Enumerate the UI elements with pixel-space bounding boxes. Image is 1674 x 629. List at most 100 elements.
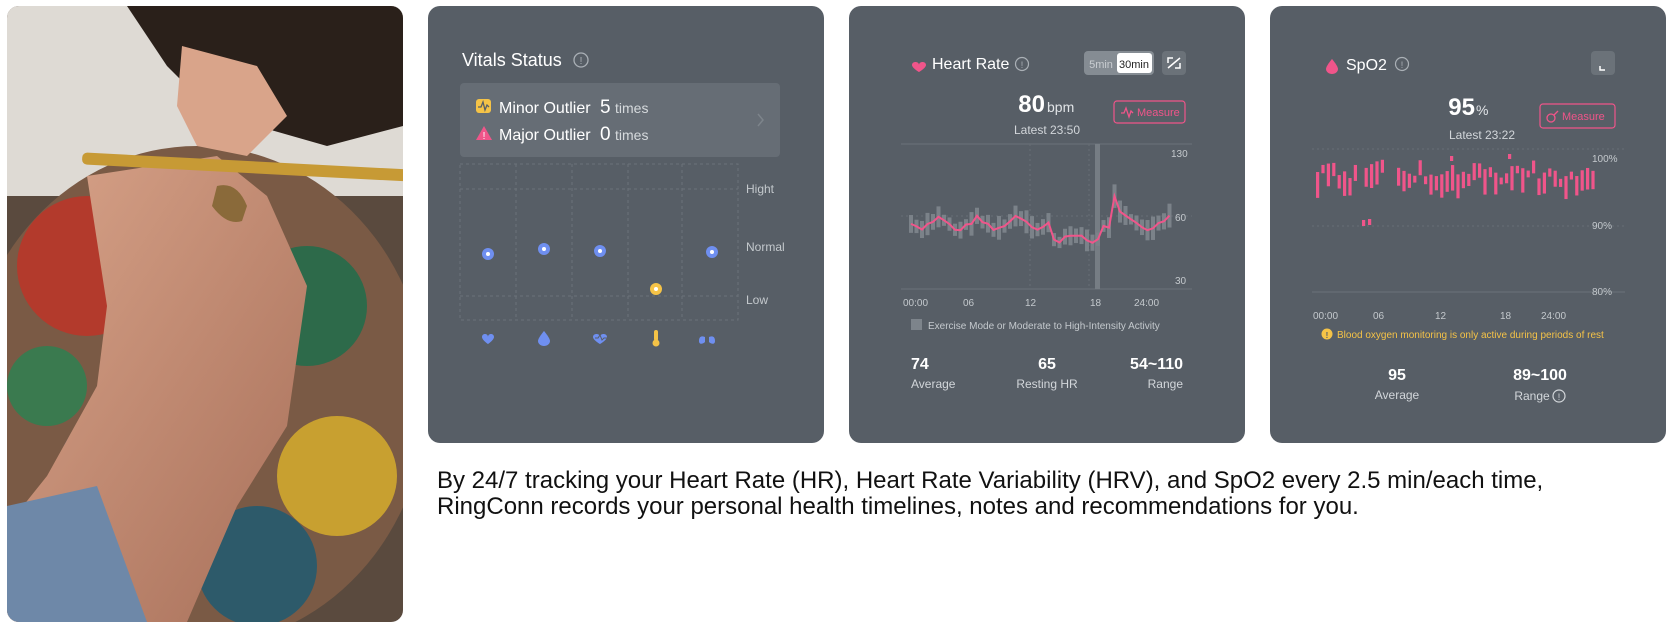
hr-x-tick: 12	[1025, 298, 1037, 309]
oxygen-icon	[1546, 110, 1559, 123]
hr-x-tick: 06	[963, 298, 975, 309]
svg-text:!: !	[1021, 60, 1024, 70]
major-outlier-label: Major Outlier	[499, 127, 591, 144]
spo2-notice: Blood oxygen monitoring is only active d…	[1337, 330, 1604, 341]
pulse-icon	[1121, 106, 1134, 120]
resting-hr-label: Resting HR	[1016, 377, 1078, 391]
vitals-title: Vitals Status	[462, 50, 562, 70]
expand-icon[interactable]	[1162, 51, 1186, 75]
minor-outlier-label: Minor Outlier	[499, 100, 591, 117]
measure-button[interactable]: Measure	[1539, 103, 1616, 129]
spo2-y-tick: 100%	[1592, 154, 1618, 165]
toggle-5min-label: 5min	[1089, 59, 1113, 71]
spo2-value: 95	[1448, 94, 1475, 121]
spo2-bar	[1553, 170, 1557, 187]
major-outlier-icon: !	[476, 126, 492, 142]
vitals-status-card: Vitals Status ! Minor Outlier 5 times ! …	[428, 6, 824, 443]
hr-average-label: Average	[911, 377, 956, 391]
minor-outlier-count: 5	[600, 97, 611, 118]
spo2-y-tick: 80%	[1592, 287, 1612, 298]
hr-range-label: Range	[1148, 377, 1184, 391]
hr-x-tick: 18	[1090, 298, 1102, 309]
vitals-status-dot	[706, 246, 718, 258]
spo2-bar	[1494, 172, 1498, 195]
spo2-bar	[1429, 174, 1433, 195]
hr-y-tick: 60	[1175, 213, 1187, 224]
spo2-bar	[1413, 175, 1417, 183]
spo2-bar	[1510, 166, 1514, 191]
info-icon[interactable]: !	[1552, 389, 1566, 403]
spo2-chart: 100% 90% 80% 00:00 06 12 18 24:00	[1312, 148, 1625, 322]
spo2-bar	[1424, 176, 1428, 185]
hero-photo	[7, 6, 403, 622]
svg-text:!: !	[1326, 331, 1329, 340]
hr-average-value: 74	[911, 356, 929, 373]
major-outlier-count: 0	[600, 124, 611, 145]
spo2-bar	[1321, 164, 1325, 174]
hr-y-tick: 130	[1171, 149, 1188, 160]
spo2-bar	[1397, 167, 1401, 186]
thermometer-icon	[652, 330, 660, 347]
spo2-bar	[1450, 156, 1454, 161]
vitals-status-dot	[594, 245, 606, 257]
spo2-unit: %	[1476, 102, 1488, 118]
vitals-grid	[459, 163, 739, 321]
spo2-bar	[1472, 163, 1476, 181]
spo2-bar	[1332, 162, 1336, 177]
toggle-30min[interactable]: 30min	[1117, 53, 1152, 73]
spo2-bar	[1451, 165, 1455, 191]
info-icon[interactable]: !	[573, 52, 589, 68]
outlier-summary[interactable]: Minor Outlier 5 times ! Major Outlier 0 …	[460, 83, 780, 157]
spo2-bar	[1548, 168, 1552, 177]
toggle-30min-label: 30min	[1119, 59, 1149, 71]
legend-swatch	[911, 319, 922, 330]
spo2-x-tick: 24:00	[1541, 311, 1566, 322]
warning-icon: !	[1321, 328, 1333, 340]
spo2-average-label: Average	[1375, 388, 1420, 402]
measure-button[interactable]: Measure	[1113, 100, 1186, 124]
spo2-bar	[1467, 173, 1471, 186]
spo2-bar	[1542, 172, 1546, 194]
spo2-bar	[1348, 178, 1352, 196]
info-icon[interactable]: !	[1394, 56, 1410, 72]
spo2-x-tick: 18	[1500, 311, 1512, 322]
info-icon[interactable]: !	[1014, 56, 1030, 72]
collapse-icon[interactable]	[1591, 51, 1615, 75]
toggle-5min[interactable]: 5min	[1089, 59, 1113, 71]
spo2-bar	[1564, 176, 1568, 200]
spo2-bar	[1580, 170, 1584, 191]
spo2-bar	[1483, 169, 1487, 195]
spo2-range-label: Range	[1514, 389, 1550, 403]
spo2-bar	[1418, 160, 1422, 176]
spo2-bar	[1362, 220, 1366, 226]
spo2-bar	[1591, 170, 1595, 190]
drop-icon	[1326, 59, 1338, 74]
spo2-bar	[1370, 164, 1374, 189]
svg-text:!: !	[580, 56, 583, 67]
spo2-bar	[1380, 159, 1384, 173]
spo2-bar	[1505, 173, 1509, 184]
heart-rate-card: Heart Rate ! 5min 30min 80 bpm Latest 23…	[849, 6, 1245, 443]
spo2-title: SpO2	[1346, 57, 1387, 74]
minor-outlier-icon	[476, 99, 491, 113]
spo2-bar	[1337, 175, 1341, 189]
spo2-bar	[1508, 154, 1512, 159]
interval-toggle: 5min 30min	[1084, 51, 1154, 75]
hr-y-tick: 30	[1175, 276, 1187, 287]
svg-text:!: !	[1558, 392, 1561, 402]
spo2-bar	[1364, 167, 1368, 187]
minor-outlier-unit: times	[615, 100, 648, 116]
heart-pulse-icon	[593, 333, 607, 344]
spo2-bar	[1526, 170, 1530, 178]
spo2-bar	[1515, 165, 1519, 174]
spo2-bar	[1402, 170, 1406, 192]
spo2-card: SpO2 ! 95 % Latest 23:22 Measure 100%	[1270, 6, 1666, 443]
spo2-bar	[1532, 160, 1536, 174]
vitals-status-dot	[538, 243, 550, 255]
spo2-bar	[1569, 171, 1573, 180]
spo2-average-value: 95	[1388, 367, 1406, 384]
spo2-bar	[1456, 174, 1460, 199]
spo2-bar	[1440, 174, 1444, 198]
svg-text:!: !	[1401, 60, 1404, 70]
measure-label: Measure	[1562, 111, 1605, 123]
